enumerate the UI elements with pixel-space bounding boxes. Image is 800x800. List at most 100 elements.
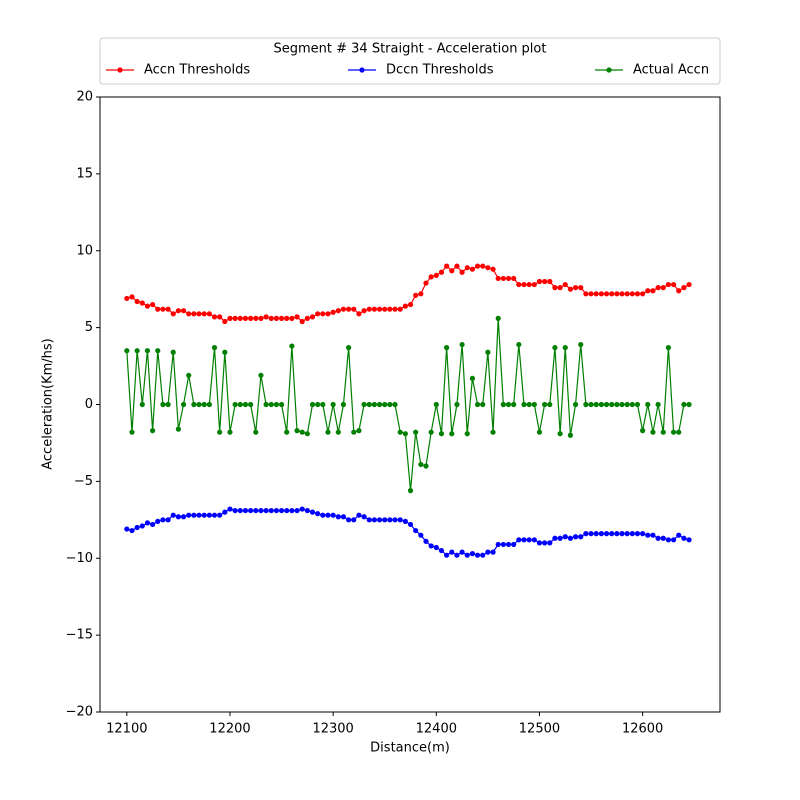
data-point: [371, 401, 378, 408]
data-point: [542, 401, 548, 408]
data-point: [201, 512, 207, 518]
legend-marker: [117, 67, 123, 73]
data-point: [232, 315, 238, 321]
data-point: [387, 401, 393, 408]
data-point: [480, 401, 486, 408]
data-point: [387, 517, 393, 523]
data-point: [253, 507, 259, 514]
data-point: [284, 315, 290, 321]
data-point: [289, 315, 295, 321]
data-point: [376, 306, 383, 312]
data-point: [418, 291, 424, 297]
data-point: [562, 345, 568, 351]
data-point: [650, 532, 656, 538]
data-point: [557, 535, 563, 541]
data-point: [634, 401, 641, 408]
data-point: [165, 306, 171, 312]
data-point: [273, 315, 280, 321]
data-point: [129, 527, 135, 534]
data-point: [660, 429, 666, 435]
data-point: [186, 512, 192, 518]
data-point: [444, 552, 450, 558]
data-point: [583, 531, 589, 537]
data-point: [361, 401, 367, 408]
data-point: [603, 291, 610, 297]
data-point: [433, 401, 439, 408]
data-point: [299, 318, 305, 325]
y-axis-label: Acceleration(Km/hs): [41, 338, 56, 470]
data-point: [382, 306, 388, 312]
data-point: [294, 507, 300, 514]
y-tick-label: 5: [85, 320, 93, 335]
data-point: [681, 535, 687, 541]
data-point: [304, 315, 310, 321]
data-point: [248, 401, 254, 408]
data-point: [521, 401, 527, 408]
data-point: [423, 538, 429, 544]
data-point: [165, 517, 171, 523]
data-point: [495, 541, 501, 548]
data-point: [180, 401, 187, 408]
data-point: [351, 517, 357, 523]
data-point: [129, 294, 135, 300]
data-point: [304, 431, 310, 437]
data-point: [464, 431, 470, 437]
data-point: [139, 401, 145, 408]
data-point: [578, 285, 584, 291]
data-point: [603, 401, 610, 408]
data-point: [428, 543, 434, 549]
data-point: [449, 549, 455, 555]
data-point: [665, 281, 672, 288]
data-point: [629, 291, 635, 297]
data-point: [505, 401, 512, 408]
data-point: [134, 524, 140, 531]
data-point: [536, 429, 543, 435]
data-point: [542, 278, 548, 285]
data-point: [175, 514, 182, 520]
data-point: [325, 429, 331, 435]
data-point: [150, 428, 156, 434]
data-point: [583, 291, 589, 297]
data-point: [526, 281, 532, 288]
data-point: [180, 308, 187, 314]
y-tick-label: −10: [66, 551, 93, 566]
data-point: [572, 401, 579, 408]
data-point: [407, 521, 414, 528]
data-point: [557, 431, 563, 437]
data-point: [217, 512, 223, 518]
data-point: [340, 514, 347, 520]
data-point: [500, 275, 506, 282]
data-point: [222, 318, 228, 325]
data-point: [469, 266, 476, 272]
data-point: [289, 507, 295, 514]
data-point: [655, 535, 661, 541]
data-point: [505, 541, 512, 548]
data-point: [232, 507, 238, 514]
data-point: [423, 463, 429, 469]
data-point: [268, 315, 274, 321]
data-point: [294, 428, 300, 434]
data-point: [521, 281, 527, 288]
data-point: [242, 507, 249, 514]
data-point: [490, 549, 496, 555]
data-point: [248, 507, 254, 514]
data-point: [676, 288, 682, 294]
data-point: [650, 429, 656, 435]
data-point: [562, 534, 568, 540]
data-point: [614, 401, 620, 408]
data-point: [413, 527, 419, 534]
data-point: [376, 401, 383, 408]
data-point: [263, 507, 269, 514]
legend-marker: [606, 67, 612, 73]
data-point: [309, 401, 316, 408]
data-point: [315, 511, 321, 517]
data-point: [134, 348, 140, 354]
data-point: [485, 349, 491, 355]
data-point: [258, 507, 264, 514]
data-point: [330, 309, 336, 315]
data-point: [609, 401, 615, 408]
data-point: [480, 552, 486, 558]
data-point: [366, 517, 372, 523]
data-point: [516, 281, 522, 288]
data-point: [397, 517, 403, 523]
